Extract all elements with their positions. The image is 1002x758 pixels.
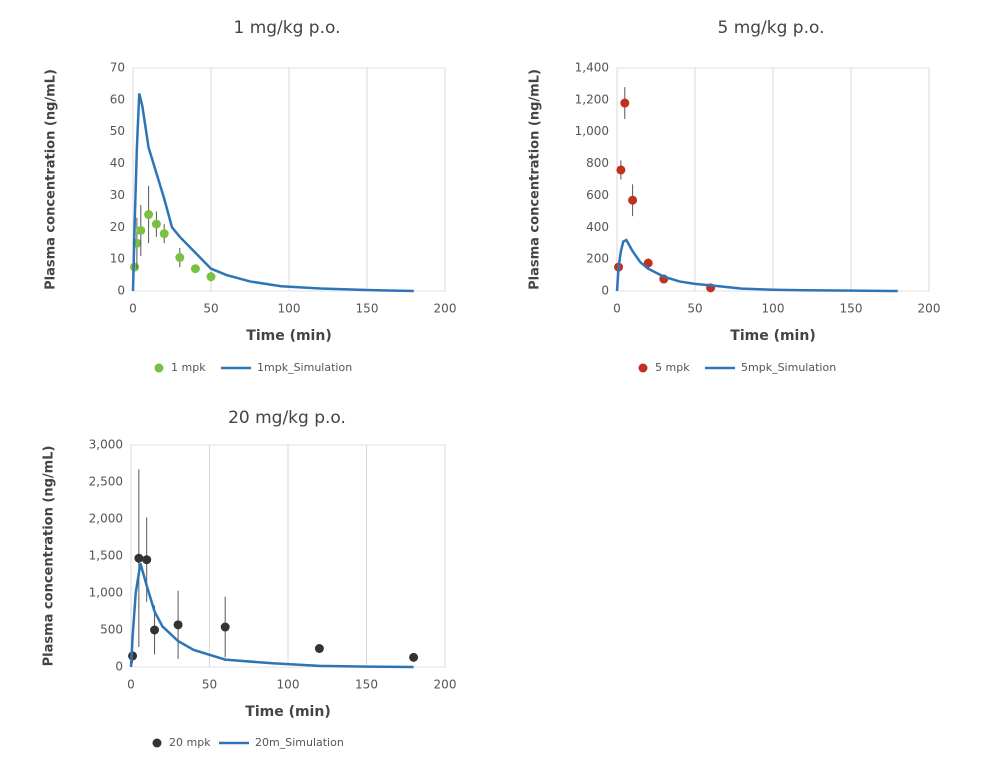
x-axis-label: Time (min) [730,328,815,344]
legend-label: 20 mpk [169,736,211,749]
y-axis-label: Plasma concentration (ng/mL) [44,69,59,290]
y-tick-label: 30 [110,188,125,202]
y-axis-label: Plasma concentration (ng/mL) [528,69,543,290]
x-axis-label: Time (min) [246,328,331,344]
legend-label: 1mpk_Simulation [257,361,352,374]
y-tick-label: 1,200 [575,92,609,106]
data-point [206,272,216,282]
chart-title: 20 mg/kg p.o. [228,408,346,428]
legend-marker [638,363,648,373]
legend-label: 5 mpk [655,361,690,374]
legend-label: 20m_Simulation [255,736,344,749]
y-tick-label: 1,000 [575,124,609,138]
x-tick-label: 50 [687,302,702,316]
y-tick-label: 1,000 [89,586,123,600]
y-tick-label: 0 [115,660,123,674]
x-tick-label: 150 [356,302,379,316]
data-point [616,165,626,175]
x-tick-label: 0 [129,302,137,316]
data-point [628,195,638,205]
data-point [142,555,152,565]
data-point [175,253,185,263]
legend-label: 1 mpk [171,361,206,374]
simulation-line [131,93,414,293]
legend-marker [154,363,164,373]
y-tick-label: 2,000 [89,512,123,526]
x-tick-label: 50 [202,678,217,692]
y-tick-label: 60 [110,92,125,106]
x-tick-label: 100 [277,678,300,692]
simulation-line [129,563,414,669]
x-tick-label: 50 [203,302,218,316]
x-tick-label: 0 [613,302,621,316]
data-point [151,219,161,229]
simulation-line [615,238,898,293]
y-axis-label: Plasma concentration (ng/mL) [42,446,57,667]
data-point [173,620,183,630]
y-tick-label: 800 [586,156,609,170]
y-tick-label: 400 [586,220,609,234]
y-tick-label: 500 [100,623,123,637]
data-point [159,229,169,239]
x-tick-label: 150 [840,302,863,316]
y-tick-label: 1,500 [89,549,123,563]
y-tick-label: 50 [110,124,125,138]
y-tick-label: 600 [586,188,609,202]
y-tick-label: 70 [110,61,125,75]
data-point [314,644,324,653]
y-tick-label: 1,400 [575,61,609,75]
data-point [134,553,144,563]
y-tick-label: 40 [110,156,125,170]
data-point [144,210,154,220]
data-point [150,625,160,635]
x-tick-label: 0 [127,678,135,692]
data-point [620,98,630,108]
x-tick-label: 200 [918,302,941,316]
data-point [409,652,419,662]
x-tick-label: 150 [355,678,378,692]
chart-title: 5 mg/kg p.o. [717,18,824,38]
chart-title: 1 mg/kg p.o. [233,18,340,38]
y-tick-label: 2,500 [89,475,123,489]
data-point [136,225,146,235]
y-tick-label: 10 [110,252,125,266]
y-tick-label: 200 [586,252,609,266]
x-tick-label: 100 [762,302,785,316]
y-tick-label: 3,000 [89,438,123,452]
data-point [220,622,230,632]
x-tick-label: 200 [434,678,457,692]
x-tick-label: 100 [278,302,301,316]
y-tick-label: 0 [601,284,609,298]
legend-marker [152,738,162,748]
legend-label: 5mpk_Simulation [741,361,836,374]
y-tick-label: 20 [110,220,125,234]
y-tick-label: 0 [117,284,125,298]
x-tick-label: 200 [434,302,457,316]
x-axis-label: Time (min) [245,704,330,720]
data-point [190,264,200,274]
